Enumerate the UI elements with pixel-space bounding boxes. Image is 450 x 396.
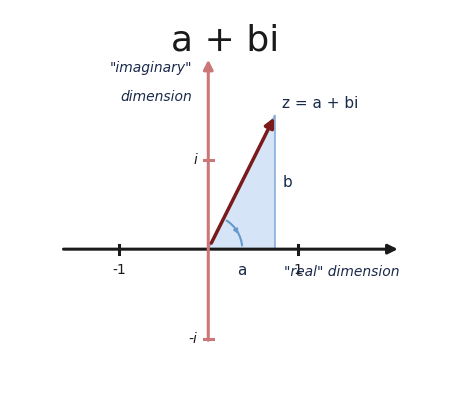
Polygon shape (208, 115, 275, 249)
Text: "imaginary": "imaginary" (110, 61, 192, 75)
Text: 1: 1 (293, 263, 302, 276)
Text: a + bi: a + bi (171, 24, 279, 58)
Text: -i: -i (189, 331, 198, 346)
Text: i: i (194, 153, 198, 167)
Text: dimension: dimension (121, 90, 192, 104)
Text: -1: -1 (112, 263, 126, 276)
Text: "real" dimension: "real" dimension (284, 265, 400, 279)
Text: z = a + bi: z = a + bi (283, 95, 359, 110)
Text: a: a (237, 263, 247, 278)
Text: b: b (283, 175, 292, 190)
